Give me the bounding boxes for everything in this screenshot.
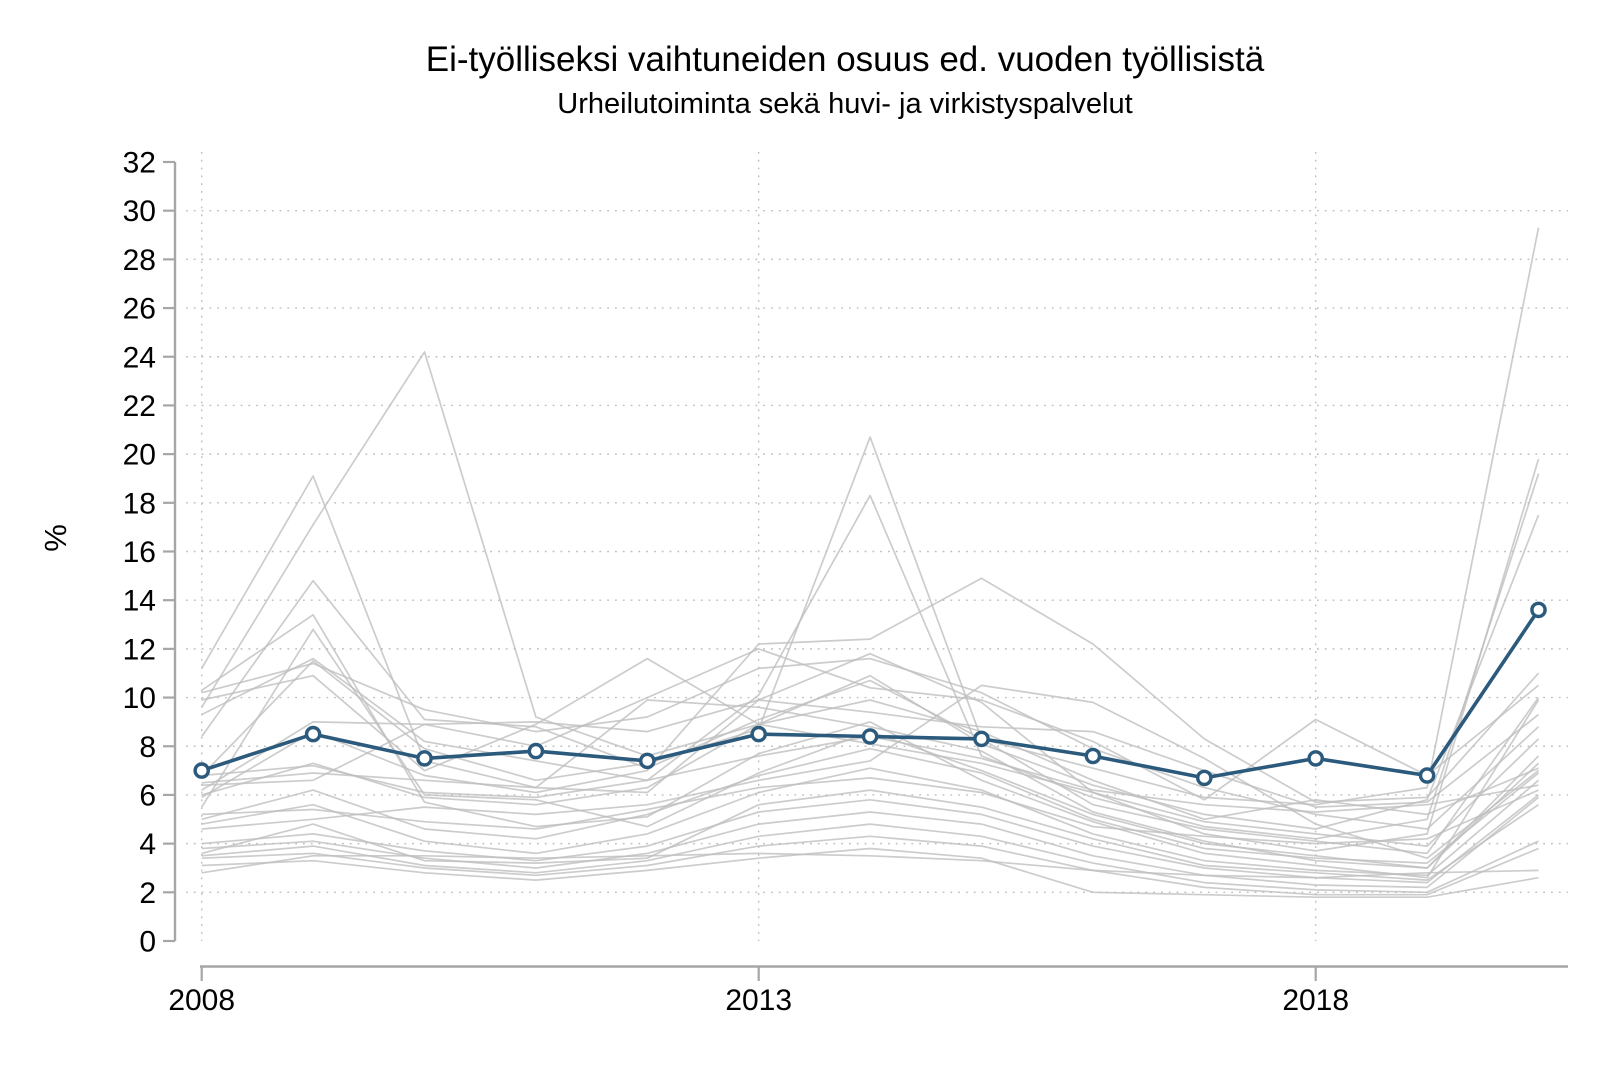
data-point-marker <box>1307 750 1324 767</box>
y-tick-label: 24 <box>123 341 156 374</box>
background-series-line <box>201 835 1539 896</box>
background-series-line <box>201 473 1540 840</box>
background-series-line <box>201 794 1540 884</box>
y-tick-label: 14 <box>123 585 156 618</box>
y-tick-label: 16 <box>123 536 156 569</box>
y-tick-label: 20 <box>123 439 156 472</box>
x-tick-label: 2013 <box>725 984 792 1017</box>
data-point-marker <box>639 752 656 770</box>
y-tick-label: 2 <box>139 877 156 910</box>
background-series-line <box>201 227 1540 806</box>
background-series-line <box>200 458 1540 852</box>
data-point-marker <box>750 725 768 743</box>
data-point-marker <box>973 730 990 748</box>
background-series-line <box>201 577 1540 804</box>
background-series-line <box>201 747 1540 864</box>
y-tick-label: 6 <box>139 779 156 812</box>
x-tick-label: 2018 <box>1282 984 1349 1017</box>
background-series-line <box>201 699 1540 869</box>
data-point-marker <box>1530 601 1547 619</box>
background-series-line <box>201 847 1539 899</box>
background-series-line <box>201 823 1539 894</box>
data-point-marker <box>527 742 545 760</box>
x-tick-label: 2008 <box>168 984 235 1017</box>
background-series-line <box>200 351 1540 830</box>
data-point-marker <box>1418 767 1436 784</box>
y-tick-label: 4 <box>139 828 156 861</box>
y-tick-label: 18 <box>123 487 156 520</box>
y-tick-label: 28 <box>123 244 156 277</box>
background-series-line <box>201 613 1540 879</box>
y-tick-label: 30 <box>123 195 156 228</box>
data-point-marker <box>1196 769 1213 787</box>
y-tick-label: 0 <box>139 926 156 959</box>
y-tick-label: 32 <box>123 147 156 180</box>
background-series-line <box>201 767 1540 877</box>
chart-subtitle: Urheilutoiminta sekä huvi- ja virkistysp… <box>557 88 1133 120</box>
data-point-marker <box>304 725 322 743</box>
y-tick-label: 10 <box>123 682 156 715</box>
background-series-line <box>201 657 1540 830</box>
data-point-marker <box>1084 747 1102 765</box>
y-tick-label: 12 <box>123 633 156 666</box>
chart-title: Ei-työlliseksi vaihtuneiden osuus ed. vu… <box>425 40 1265 79</box>
background-series-line <box>201 777 1539 845</box>
background-series-line <box>201 699 1539 821</box>
background-series-line <box>201 796 1540 889</box>
background-series-line <box>201 699 1540 808</box>
y-tick-label: 26 <box>123 293 156 326</box>
highlight-series-line <box>201 608 1540 780</box>
data-point-marker <box>193 762 210 779</box>
data-point-marker <box>861 728 879 745</box>
y-tick-label: 8 <box>139 731 156 764</box>
data-point-marker <box>416 750 433 767</box>
background-series-line <box>201 852 1539 879</box>
background-series-line <box>201 789 1539 881</box>
background-series-line <box>201 684 1540 860</box>
y-tick-label: 22 <box>123 390 156 423</box>
background-series-line <box>201 579 1540 855</box>
